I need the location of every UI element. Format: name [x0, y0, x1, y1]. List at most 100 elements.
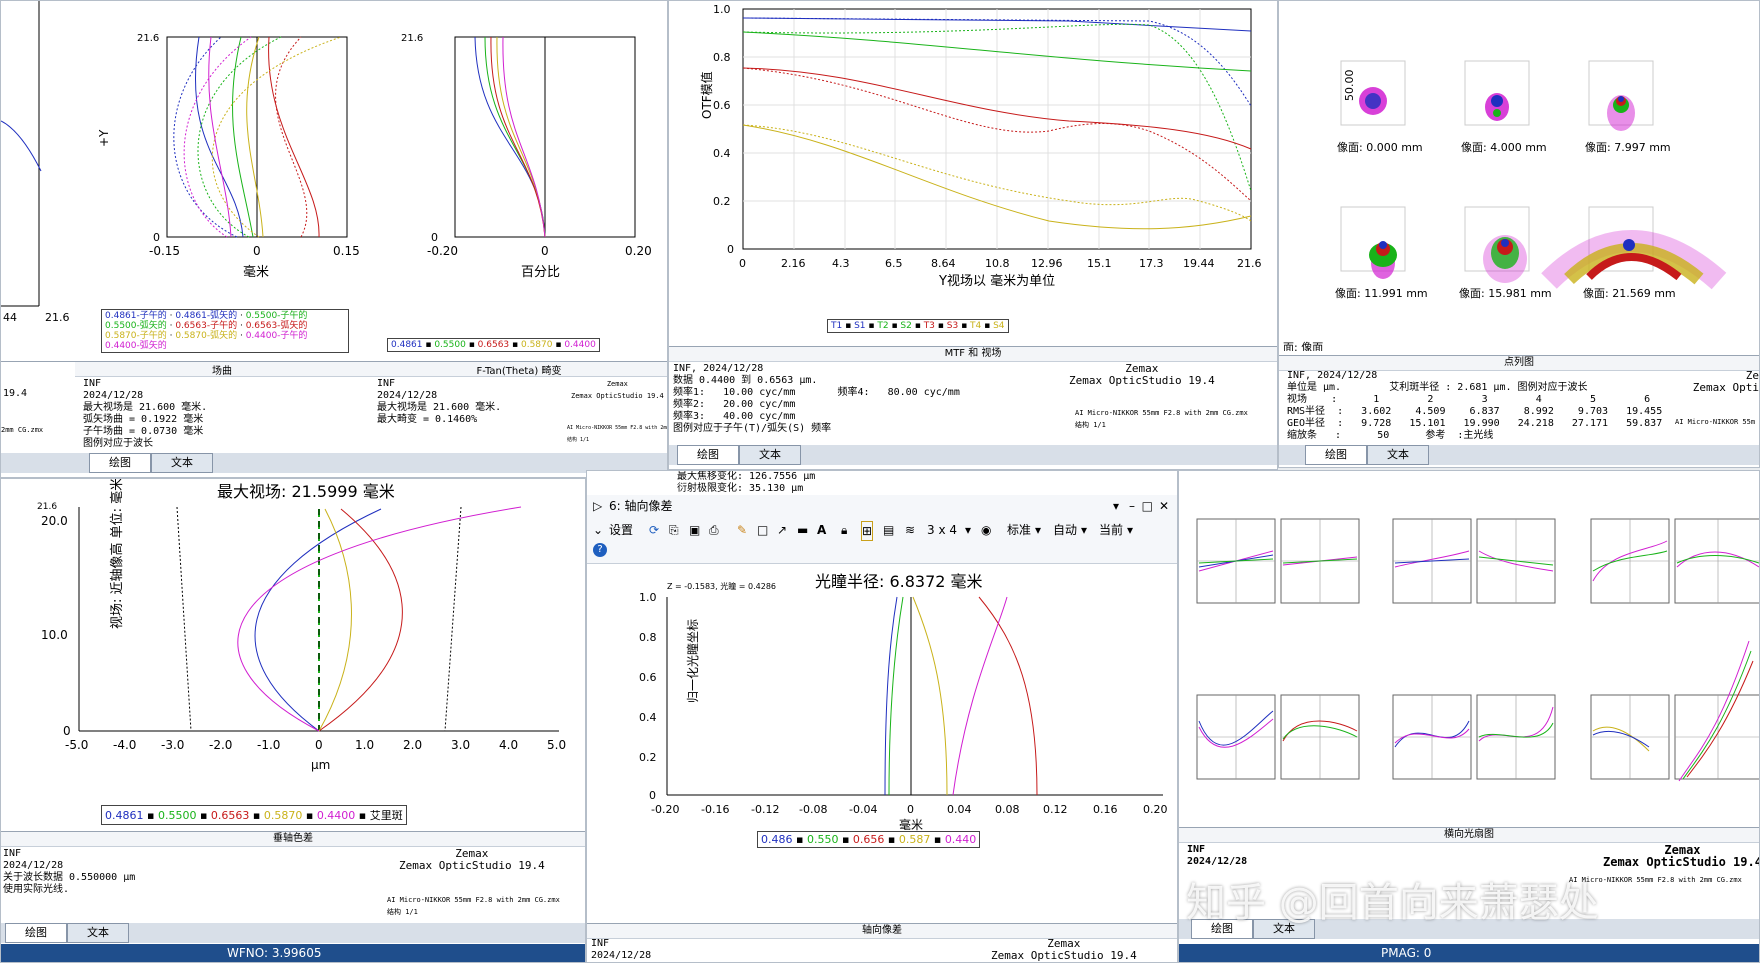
spot-tabs: 绘图 文本 [1279, 445, 1759, 465]
grid-layout-button[interactable]: 3 x 4 [927, 523, 957, 537]
minimize-icon[interactable]: – [1129, 499, 1135, 513]
auto-dropdown[interactable]: 自动 [1053, 523, 1078, 537]
refresh-icon[interactable]: ⟳ [649, 523, 660, 537]
spot-diagram-plot: 50.00 [1283, 60, 1727, 351]
standard-chevron-icon[interactable]: ▾ [1035, 523, 1042, 537]
mtf-tabs: 绘图 文本 [669, 445, 1277, 465]
mtf-footer-title: MTF 和 视场 [669, 347, 1277, 362]
svg-text:-5.0: -5.0 [65, 738, 88, 752]
dropdown-icon[interactable]: ▾ [1112, 499, 1119, 513]
spot-diagram-panel: 50.00 [1278, 0, 1760, 468]
spot-footer: 点列图 INF, 2024/12/28 单位是 μm. 艾利斑半径 : 2.68… [1279, 355, 1759, 442]
tab-text[interactable]: 文本 [739, 445, 801, 465]
svg-text:0: 0 [727, 243, 734, 256]
edge-footer-text2: 2mm CG.zmx [1, 426, 44, 434]
grid-chevron-icon[interactable]: ▾ [965, 523, 972, 537]
tab-plot[interactable]: 绘图 [1305, 445, 1367, 465]
lens-file: AI Micro-NIKKOR 55mm F2.8 with 2mm CG.zm… [567, 425, 667, 443]
text-icon[interactable]: A [817, 523, 827, 537]
svg-text:像面: 15.981 mm: 像面: 15.981 mm [1459, 287, 1552, 300]
info-strip: 最大焦移变化: 126.7556 μm 衍射极限变化: 35.130 μm [677, 471, 1177, 495]
fc-footer-text: INF 2024/12/28 最大视场是 21.600 毫米. 弧矢场曲 = 0… [83, 378, 208, 449]
spot-field-3 [1607, 95, 1635, 131]
color-wheel-icon[interactable]: ◉ [981, 523, 992, 537]
maximize-icon[interactable]: □ [1141, 499, 1153, 513]
lateral-footer: 垂轴色差 INF 2024/12/28 关于波长数据 0.550000 μm 使… [1, 831, 585, 922]
print-icon[interactable]: ⎙ [709, 523, 719, 537]
help-icon[interactable]: ? [593, 543, 607, 557]
tab-text[interactable]: 文本 [1367, 445, 1429, 465]
svg-text:-4.0: -4.0 [113, 738, 136, 752]
current-chevron-icon[interactable]: ▾ [1127, 523, 1134, 537]
tab-plot[interactable]: 绘图 [1191, 919, 1253, 939]
distortion-legend: 0.4861 ▪ 0.5500 ▪ 0.6563 ▪ 0.5870 ▪ 0.44… [387, 338, 600, 352]
fit-icon[interactable]: ⊞ [861, 521, 874, 541]
tab-text[interactable]: 文本 [151, 453, 213, 473]
spot-footer-title: 点列图 [1279, 356, 1759, 371]
axial-legend: 0.486 ▪ 0.550 ▪ 0.656 ▪ 0.587 ▪ 0.440 [757, 831, 981, 848]
svg-text:1.0: 1.0 [639, 591, 657, 604]
axial-aberration-panel: 最大焦移变化: 126.7556 μm 衍射极限变化: 35.130 μm ▷ … [586, 470, 1178, 963]
svg-text:8.64: 8.64 [931, 257, 956, 270]
layers-icon[interactable]: ≋ [905, 523, 916, 537]
svg-text:光瞳半径: 6.8372 毫米: 光瞳半径: 6.8372 毫米 [815, 572, 983, 591]
field-curvature-panel: 44 21.6 21.6 0 +Y -0.15 0 0.15 毫米 [0, 0, 668, 478]
svg-text:0.6: 0.6 [713, 99, 731, 112]
rectangle-icon[interactable]: □ [757, 523, 769, 537]
tab-plot[interactable]: 绘图 [89, 453, 151, 473]
svg-text:0.2: 0.2 [639, 751, 657, 764]
axial-footer-title: 轴向像差 [587, 924, 1177, 939]
auto-chevron-icon[interactable]: ▾ [1081, 523, 1088, 537]
zemax-label: Zemax Zemax OpticStudio 19.4 [571, 380, 664, 400]
spot-field-6 [1541, 230, 1727, 290]
svg-text:4.0: 4.0 [499, 738, 518, 752]
clipboard-icon[interactable]: ▤ [883, 523, 895, 537]
settings-button[interactable]: 设置 [609, 523, 634, 537]
lock-icon[interactable]: 🔒︎ [841, 523, 848, 537]
mtf-panel: 1.0 0.8 0.6 0.4 0.2 0 OTF模值 0 2.16 4.3 6… [668, 0, 1278, 470]
tab-text[interactable]: 文本 [67, 923, 129, 943]
svg-text:0.4: 0.4 [713, 147, 731, 160]
mtf-zemax-label: Zemax Zemax OpticStudio 19.4 [1069, 362, 1215, 387]
svg-text:毫米: 毫米 [899, 817, 923, 832]
ray-fan-plot [1196, 518, 1759, 782]
standard-dropdown[interactable]: 标准 [1007, 523, 1032, 537]
svg-text:2.0: 2.0 [403, 738, 422, 752]
svg-text:19.44: 19.44 [1183, 257, 1215, 270]
close-icon[interactable]: ✕ [1158, 499, 1169, 513]
svg-text:0.2: 0.2 [713, 195, 731, 208]
field-curvature-footer: 19.4 2mm CG.zmx 场曲 F-Tan(Theta) 畸变 INF 2… [1, 361, 667, 450]
save-icon[interactable]: ▣ [689, 523, 701, 537]
svg-text:0: 0 [315, 738, 323, 752]
settings-chevron-icon[interactable]: ⌄ [593, 523, 604, 537]
svg-text:17.3: 17.3 [1139, 257, 1164, 270]
line-icon[interactable]: ▬ [797, 523, 809, 537]
svg-text:0: 0 [63, 724, 71, 738]
svg-text:21.6: 21.6 [1237, 257, 1262, 270]
svg-text:10.0: 10.0 [41, 628, 68, 642]
svg-text:Y视场以 毫米为单位: Y视场以 毫米为单位 [938, 273, 1055, 289]
spot-field-5 [1483, 235, 1527, 283]
tab-plot[interactable]: 绘图 [677, 445, 739, 465]
mtf-legend: T1 ▪ S1 ▪ T2 ▪ S2 ▪ T3 ▪ S3 ▪ T4 ▪ S4 [827, 319, 1009, 333]
tab-plot[interactable]: 绘图 [5, 923, 67, 943]
current-dropdown[interactable]: 当前 [1099, 523, 1124, 537]
svg-text:Z = -0.1583, 光瞳 = 0.4286: Z = -0.1583, 光瞳 = 0.4286 [667, 581, 776, 591]
axial-aberration-plot: 光瞳半径: 6.8372 毫米 Z = -0.1583, 光瞳 = 0.4286… [639, 572, 1168, 832]
edge-tick-1: 44 [3, 311, 17, 324]
svg-text:21.6: 21.6 [401, 33, 423, 44]
ray-fan-footer-title: 横向光扇图 [1179, 828, 1759, 843]
svg-text:-0.20: -0.20 [427, 244, 458, 258]
svg-text:0: 0 [739, 257, 746, 270]
svg-text:μm: μm [311, 758, 330, 772]
spot-zemax-label: Ze Zemax Opti [1692, 369, 1759, 394]
lateral-lens-file: AI Micro-NIKKOR 55mm F2.8 with 2mm CG.zm… [387, 896, 560, 916]
pencil-icon[interactable]: ✎ [737, 523, 748, 537]
tab-text[interactable]: 文本 [1253, 919, 1315, 939]
svg-text:1.0: 1.0 [713, 3, 731, 16]
copy-icon[interactable]: ⎘ [669, 523, 679, 537]
svg-text:0: 0 [253, 244, 261, 258]
ray-fan-footer: 横向光扇图 INF 2024/12/28 Zemax Zemax OpticSt… [1179, 827, 1759, 912]
arrow-icon[interactable]: ↗ [777, 523, 788, 537]
svg-text:归一化光瞳坐标: 归一化光瞳坐标 [685, 619, 700, 703]
